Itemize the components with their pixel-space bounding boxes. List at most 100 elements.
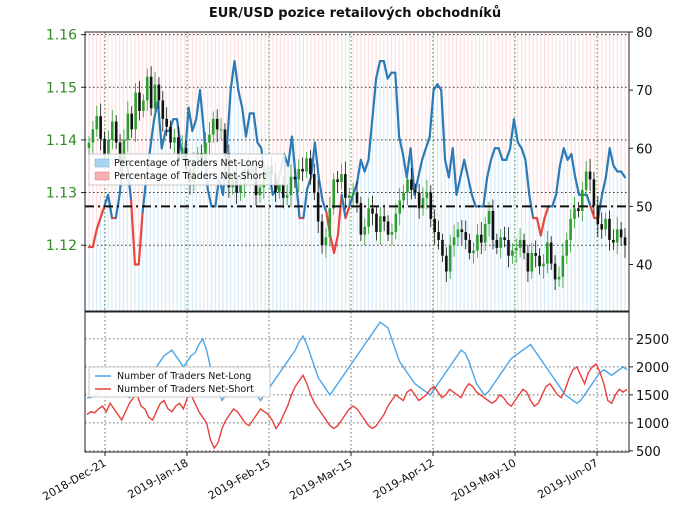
candle-body — [487, 210, 491, 225]
pct-net-long-segment — [459, 158, 466, 179]
candle-body — [309, 158, 312, 175]
count-tick-label: 1500 — [636, 389, 669, 404]
candle-body — [289, 176, 293, 196]
pct-net-long-segment — [198, 89, 205, 132]
trader-count-legend: Number of Traders Net-Long Number of Tra… — [88, 366, 271, 398]
pct-net-long-segment — [233, 59, 240, 92]
pct-net-long-segment — [612, 164, 619, 173]
candle-body — [468, 239, 471, 254]
candle-body — [417, 192, 421, 209]
price-axis-left: 1.12 1.13 1.14 1.15 1.16 — [46, 28, 85, 254]
pct-net-long-segment — [600, 176, 607, 196]
legend-box — [88, 153, 286, 186]
pct-net-long-segment — [570, 152, 577, 179]
price-panel-frame — [84, 31, 630, 312]
candle-body — [410, 179, 413, 190]
candle-body — [483, 224, 487, 243]
candle-body — [472, 250, 475, 254]
pct-net-long-segment — [336, 193, 343, 237]
candle-body — [375, 213, 378, 233]
candle-body — [580, 189, 584, 211]
pct-net-long-segment — [225, 89, 232, 150]
pct-net-long-segment — [440, 89, 447, 161]
legend-label-count-net-short: Number of Traders Net-Short — [117, 384, 254, 395]
candle-body — [499, 237, 503, 248]
pct-net-long-segment — [359, 158, 366, 173]
candle-body — [239, 184, 242, 193]
pct-net-long-segment — [409, 147, 416, 196]
pct-net-long-segment — [528, 193, 535, 220]
candle-body — [518, 239, 522, 248]
pct-net-long-segment — [99, 205, 106, 220]
percent-tick-label: 40 — [636, 259, 653, 274]
pct-net-long-segment — [309, 141, 316, 179]
candle-body — [153, 84, 157, 109]
price-tick-label: 1.12 — [46, 238, 77, 254]
count-tick-label: 2000 — [636, 361, 669, 376]
pct-net-long-segment — [363, 158, 370, 173]
pct-net-long-segment — [497, 147, 504, 161]
pct-net-long-segment — [175, 118, 182, 150]
candle-body — [511, 250, 514, 256]
candle-body — [402, 192, 405, 201]
candle-body — [138, 92, 141, 111]
pct-net-long-segment — [206, 187, 213, 208]
trader-count-panel: 500 1000 1500 2000 2500 2018-Dec-21 2019-Jan-… — [40, 311, 669, 504]
candle-body — [584, 171, 588, 190]
pct-net-long-segment — [302, 187, 309, 220]
candle-body — [479, 234, 483, 243]
candle-body — [615, 229, 619, 243]
pct-net-long-segment — [237, 89, 244, 109]
candle-body — [577, 208, 580, 211]
candle-body — [425, 192, 429, 198]
chart-title: EUR/USD pozice retailových obchodníků — [209, 6, 501, 21]
pct-net-long-segment — [524, 158, 531, 196]
trader-count-grid — [85, 312, 629, 452]
candle-body — [278, 184, 281, 193]
price-tick-label: 1.13 — [46, 186, 77, 202]
candle-body — [332, 179, 335, 209]
candle-body — [619, 229, 623, 238]
pct-net-long-segment — [509, 118, 516, 150]
pct-net-long-segment — [241, 106, 248, 138]
trader-count-axis-right: 500 1000 1500 2000 2500 — [629, 333, 669, 460]
pct-net-long-segment — [187, 106, 194, 132]
candle-body — [460, 229, 464, 233]
candle-body — [180, 147, 184, 159]
candle-body — [546, 242, 549, 264]
date-tick-label: 2018-Dec-21 — [40, 456, 108, 503]
count-tick-label: 2500 — [636, 333, 669, 348]
pct-net-long-segment — [585, 193, 592, 208]
legend-swatch-net-short — [94, 171, 110, 181]
candle-body — [421, 197, 425, 209]
candle-body — [219, 129, 223, 131]
pct-net-long-segment — [229, 59, 236, 92]
percent-tick-label: 50 — [636, 200, 653, 215]
candle-body — [103, 138, 106, 156]
candle-body — [456, 229, 460, 238]
candle-body — [126, 113, 130, 140]
pct-net-long-segment — [95, 216, 102, 231]
candle-body — [281, 184, 285, 198]
pct-net-long-segment — [332, 234, 339, 254]
candle-body — [600, 224, 603, 230]
candle-body — [534, 253, 537, 256]
pct-net-long-segment — [574, 176, 581, 196]
pct-net-long-segment — [505, 147, 512, 161]
candle-body — [604, 218, 607, 230]
pct-net-long-segment — [424, 135, 431, 150]
candle-body — [355, 192, 359, 204]
candle-body — [557, 276, 561, 280]
price-tick-label: 1.15 — [46, 80, 77, 96]
pct-net-long-segment — [428, 89, 435, 138]
pct-net-long-segment — [329, 234, 336, 254]
pct-net-long-segment — [554, 164, 562, 196]
candle-body — [390, 232, 394, 235]
candle-body — [406, 179, 409, 193]
count-tick-label: 500 — [636, 445, 661, 460]
candle-body — [142, 100, 145, 111]
candle-body — [514, 247, 518, 251]
candle-body — [301, 168, 304, 172]
candle-body — [161, 100, 165, 119]
